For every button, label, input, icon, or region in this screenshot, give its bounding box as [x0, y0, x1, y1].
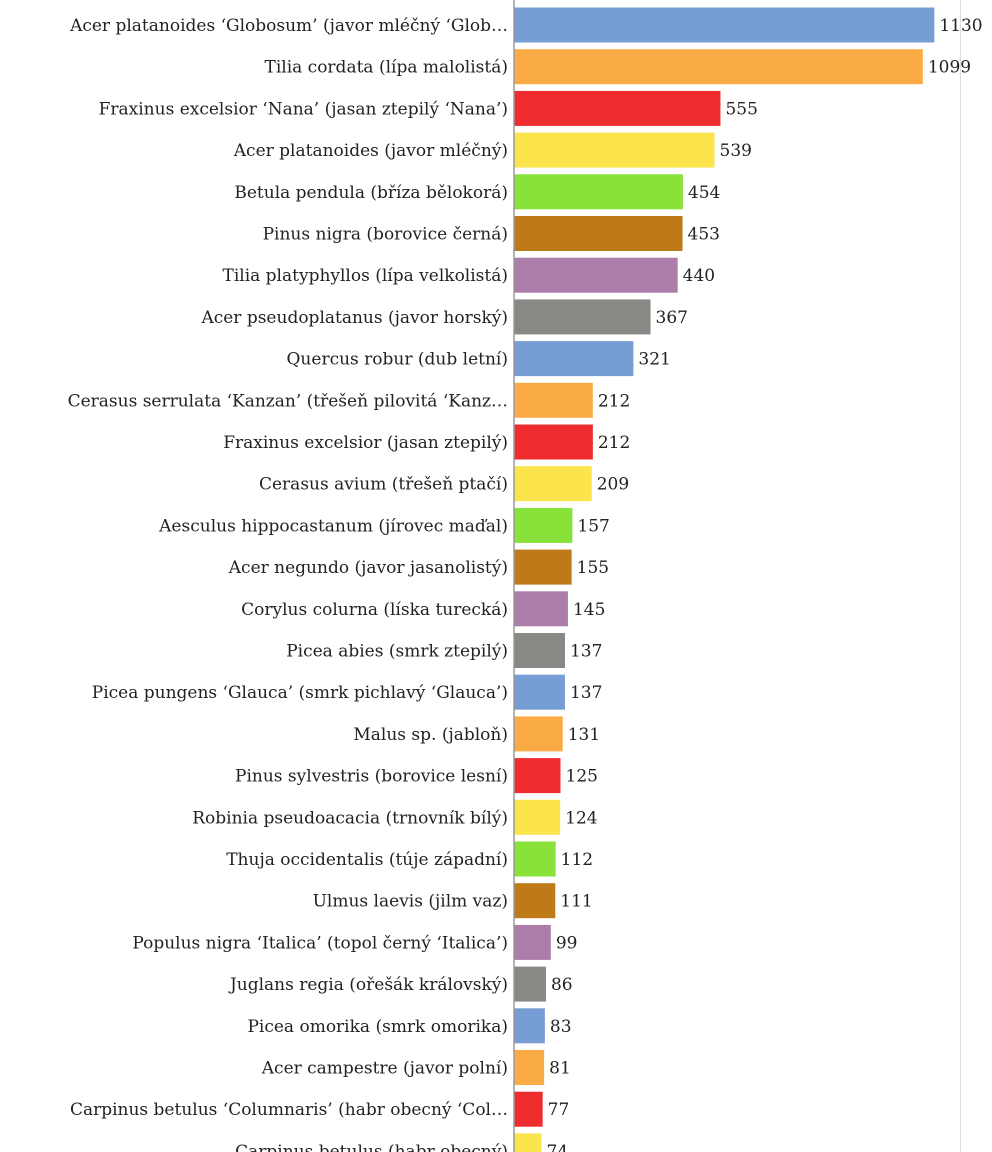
category-label-4: Acer platanoides (javor mléčný) [233, 141, 508, 161]
category-label-13: Aesculus hippocastanum (jírovec maďal) [158, 516, 508, 536]
category-label-16: Picea abies (smrk ztepilý) [286, 642, 508, 662]
bar-19 [514, 758, 561, 794]
value-label-27: 77 [548, 1100, 570, 1120]
value-label-12: 209 [597, 475, 629, 495]
category-label-24: Juglans regia (ořešák královský) [228, 975, 508, 995]
value-label-2: 1099 [928, 58, 971, 78]
bar-13 [514, 507, 573, 543]
category-label-9: Quercus robur (dub letní) [287, 350, 509, 370]
category-label-26: Acer campestre (javor polní) [261, 1059, 508, 1079]
category-label-17: Picea pungens ‘Glauca’ (smrk pichlavý ‘G… [92, 683, 508, 703]
value-label-26: 81 [549, 1059, 571, 1079]
bar-14 [514, 549, 572, 585]
category-label-20: Robinia pseudoacacia (trnovník bílý) [192, 808, 508, 828]
bar-4 [514, 132, 715, 168]
bar-17 [514, 674, 565, 710]
bar-2 [514, 49, 923, 85]
value-labels: 1130 1099 555 539 454 453 440 367 321 212 212 209 15… [547, 16, 983, 1152]
category-label-11: Fraxinus excelsior (jasan ztepilý) [223, 433, 508, 453]
value-label-13: 157 [577, 516, 609, 536]
value-label-3: 555 [725, 99, 757, 119]
category-label-10: Cerasus serrulata ‘Kanzan’ (třešeň pilov… [68, 391, 508, 411]
category-label-5: Betula pendula (bříza bělokorá) [234, 183, 508, 203]
category-label-2: Tilia cordata (lípa malolistá) [264, 58, 508, 78]
category-label-15: Corylus colurna (líska turecká) [241, 600, 508, 620]
value-label-22: 111 [560, 892, 592, 912]
bar-16 [514, 633, 565, 668]
bar-3 [514, 90, 721, 126]
value-label-23: 99 [556, 933, 578, 953]
category-label-6: Pinus nigra (borovice černá) [263, 225, 508, 245]
value-label-21: 112 [561, 850, 593, 870]
value-label-5: 454 [688, 183, 720, 203]
bar-10 [514, 382, 593, 418]
category-label-12: Cerasus avium (třešeň ptačí) [259, 475, 508, 495]
category-label-3: Fraxinus excelsior ‘Nana’ (jasan ztepilý… [99, 99, 508, 119]
category-label-28: Carpinus betulus (habr obecný) [235, 1142, 508, 1152]
bar-18 [514, 716, 563, 752]
value-label-24: 86 [551, 975, 573, 995]
category-label-25: Picea omorika (smrk omorika) [247, 1017, 508, 1037]
bar-28 [514, 1133, 542, 1152]
bar-23 [514, 924, 551, 960]
bar-7 [514, 257, 678, 293]
bar-6 [514, 216, 683, 251]
category-labels: Acer platanoides ‘Globosum’ (javor mléčn… [68, 16, 508, 1152]
bar-11 [514, 424, 593, 460]
value-label-9: 321 [638, 350, 670, 370]
bar-27 [514, 1091, 543, 1127]
value-label-25: 83 [550, 1017, 572, 1037]
bar-26 [514, 1050, 545, 1085]
value-label-17: 137 [570, 683, 602, 703]
category-label-23: Populus nigra ‘Italica’ (topol černý ‘It… [132, 933, 508, 953]
bar-5 [514, 174, 683, 210]
value-label-19: 125 [566, 767, 598, 787]
bar-8 [514, 299, 651, 335]
category-label-7: Tilia platyphyllos (lípa velkolistá) [222, 266, 508, 286]
bar-24 [514, 966, 546, 1002]
bar-12 [514, 466, 592, 502]
bar-21 [514, 841, 556, 877]
value-label-20: 124 [565, 808, 597, 828]
value-label-10: 212 [598, 391, 630, 411]
value-label-15: 145 [573, 600, 605, 620]
value-label-7: 440 [683, 266, 715, 286]
category-label-18: Malus sp. (jabloň) [353, 725, 508, 745]
value-label-11: 212 [598, 433, 630, 453]
value-label-1: 1130 [939, 16, 982, 36]
category-label-14: Acer negundo (javor jasanolistý) [228, 558, 508, 578]
value-label-28: 74 [547, 1142, 569, 1152]
category-label-22: Ulmus laevis (jilm vaz) [313, 892, 508, 912]
value-label-14: 155 [577, 558, 609, 578]
value-label-4: 539 [720, 141, 752, 161]
bar-22 [514, 883, 556, 919]
value-label-16: 137 [570, 642, 602, 662]
chart-bars [514, 7, 935, 1152]
value-label-8: 367 [656, 308, 688, 328]
category-label-19: Pinus sylvestris (borovice lesní) [235, 767, 508, 787]
category-label-21: Thuja occidentalis (túje západní) [226, 850, 508, 870]
bar-15 [514, 591, 568, 627]
value-label-18: 131 [568, 725, 600, 745]
category-label-27: Carpinus betulus ‘Columnaris’ (habr obec… [70, 1100, 508, 1120]
category-label-1: Acer platanoides ‘Globosum’ (javor mléčn… [69, 16, 508, 36]
category-label-8: Acer pseudoplatanus (javor horský) [200, 308, 508, 328]
value-label-6: 453 [688, 225, 720, 245]
bar-20 [514, 799, 561, 835]
bar-1 [514, 7, 935, 43]
bar-9 [514, 341, 634, 377]
bar-25 [514, 1008, 545, 1044]
